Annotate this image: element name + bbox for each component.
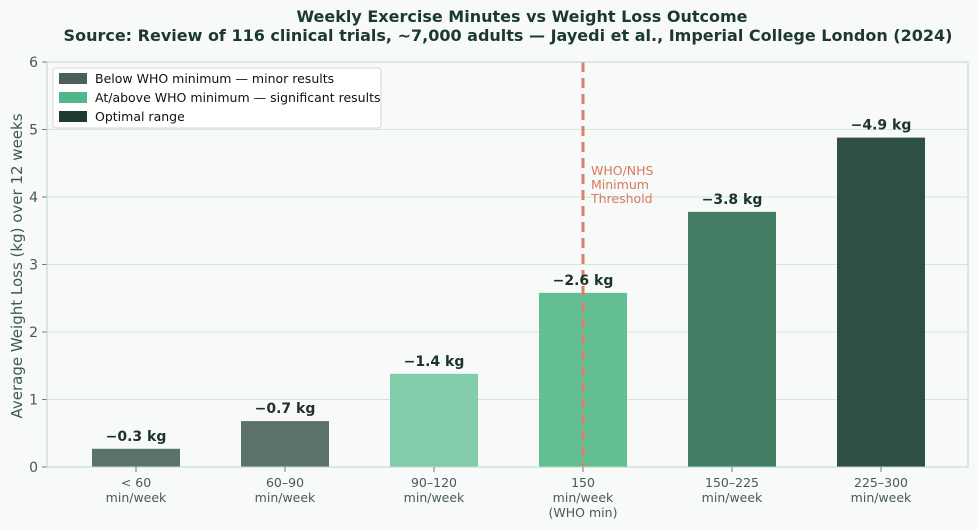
y-tick-label: 6 bbox=[29, 55, 38, 71]
legend-label: Below WHO minimum — minor results bbox=[95, 71, 334, 86]
x-tick-line: min/week bbox=[404, 490, 465, 505]
legend-label: Optimal range bbox=[95, 109, 185, 124]
x-tick-label: < 60 min/week bbox=[106, 475, 167, 505]
x-tick-label: 150–225 min/week bbox=[702, 475, 763, 505]
y-axis-label: Average Weight Loss (kg) over 12 weeks bbox=[8, 113, 26, 418]
data-label: −0.3 kg bbox=[106, 429, 167, 445]
threshold-label-line: WHO/NHS bbox=[591, 163, 654, 178]
y-tick-label: 0 bbox=[29, 460, 38, 476]
y-tick-label: 5 bbox=[29, 123, 38, 139]
legend-swatch bbox=[59, 111, 87, 122]
x-tick-line: min/week bbox=[702, 490, 763, 505]
data-labels: −0.3 kg −0.7 kg −1.4 kg −2.6 kg −3.8 kg −4.9 … bbox=[106, 118, 912, 445]
y-tick-label: 2 bbox=[29, 325, 38, 341]
y-tick-label: 1 bbox=[29, 393, 38, 409]
x-tick-line: min/week bbox=[553, 490, 614, 505]
threshold-label-line: Minimum bbox=[591, 177, 649, 192]
data-label: −4.9 kg bbox=[851, 118, 912, 134]
legend: Below WHO minimum — minor results At/abov… bbox=[52, 67, 382, 129]
x-tick-line: min/week bbox=[106, 490, 167, 505]
data-label: −2.6 kg bbox=[553, 273, 614, 289]
bar bbox=[92, 448, 180, 467]
x-tick-line: 150–225 bbox=[705, 475, 759, 490]
x-tick-line: 150 bbox=[571, 475, 595, 490]
chart-title: Weekly Exercise Minutes vs Weight Loss O… bbox=[296, 7, 747, 26]
chart-subtitle: Source: Review of 116 clinical trials, ~… bbox=[64, 26, 953, 45]
x-tick-line: < 60 bbox=[121, 475, 151, 490]
threshold-label-line: Threshold bbox=[590, 191, 653, 206]
bar bbox=[837, 137, 925, 467]
x-tick-line: 225–300 bbox=[854, 475, 908, 490]
plot-frame bbox=[46, 61, 969, 468]
x-tick-line: min/week bbox=[851, 490, 912, 505]
y-tick-label: 3 bbox=[29, 258, 38, 274]
threshold-marker: WHO/NHS Minimum Threshold bbox=[581, 62, 654, 467]
x-tick-label: 150 min/week (WHO min) bbox=[549, 475, 618, 520]
y-tick-label: 4 bbox=[29, 190, 38, 206]
x-tick-label: 225–300 min/week bbox=[851, 475, 912, 505]
legend-swatch bbox=[59, 92, 87, 103]
bar bbox=[241, 421, 329, 467]
data-label: −1.4 kg bbox=[404, 354, 465, 370]
legend-label: At/above WHO minimum — significant resul… bbox=[95, 90, 380, 105]
legend-swatch bbox=[59, 73, 87, 84]
data-label: −3.8 kg bbox=[702, 192, 763, 208]
x-tick-line: 60–90 bbox=[266, 475, 304, 490]
x-tick-label: 60–90 min/week bbox=[255, 475, 316, 505]
bars bbox=[92, 137, 925, 467]
legend-box bbox=[52, 67, 382, 129]
data-label: −0.7 kg bbox=[255, 401, 316, 417]
x-tick-line: min/week bbox=[255, 490, 316, 505]
x-tick-label: 90–120 min/week bbox=[404, 475, 465, 505]
x-tick-line: 90–120 bbox=[411, 475, 457, 490]
bar bbox=[688, 211, 776, 467]
bar bbox=[390, 373, 478, 467]
threshold-label: WHO/NHS Minimum Threshold bbox=[590, 163, 654, 206]
x-tick-line: (WHO min) bbox=[549, 505, 618, 520]
